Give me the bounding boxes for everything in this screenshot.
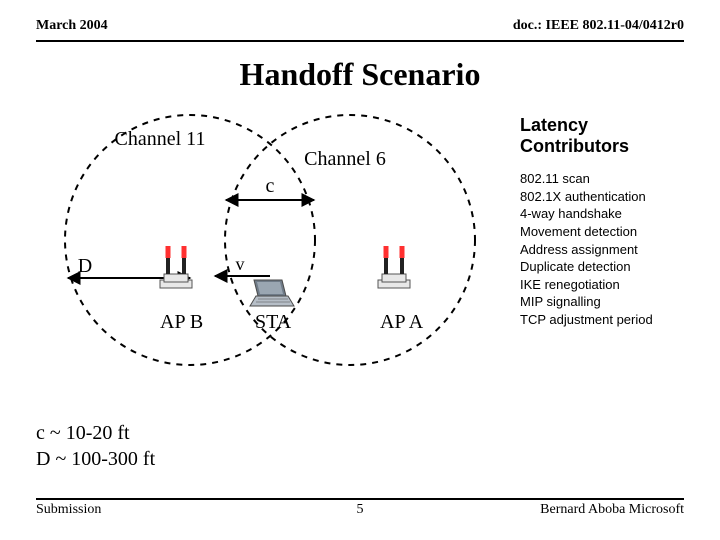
channel-label: Channel 6 [304,148,386,170]
ap-icon [160,246,192,288]
slide-footer: Submission 5 Bernard Aboba Microsoft [36,498,684,522]
slide-title: Handoff Scenario [0,56,720,93]
header-docid: doc.: IEEE 802.11-04/0412r0 [513,18,684,34]
latency-item: Duplicate detection [520,258,700,276]
legend-line: c ~ 10-20 ft [36,420,155,446]
velocity-label: v [236,254,245,274]
latency-item: 802.1X authentication [520,188,700,206]
latency-item: 4-way handshake [520,205,700,223]
latency-item: MIP signalling [520,293,700,311]
handoff-diagram: Channel 11 Channel 6 c Dv AP B AP A STA [50,100,490,420]
latency-list: 802.11 scan802.1X authentication4-way ha… [520,170,700,328]
legend-line: D ~ 100-300 ft [36,446,155,472]
channel-label: Channel 11 [115,128,206,150]
latency-item: IKE renegotiation [520,276,700,294]
slide-header: March 2004 doc.: IEEE 802.11-04/0412r0 [36,18,684,42]
ap-label: AP B [160,311,203,333]
sta-label: STA [255,311,292,333]
ap-label: AP A [380,311,424,333]
latency-item: Address assignment [520,241,700,259]
sta-icon [250,280,294,306]
right-panel: Latency Contributors 802.11 scan802.1X a… [520,115,700,328]
latency-subtitle: Latency Contributors [520,115,700,156]
dimension-label: c [266,175,275,197]
header-date: March 2004 [36,18,108,34]
footer-right: Bernard Aboba Microsoft [540,502,684,518]
latency-item: TCP adjustment period [520,311,700,329]
legend-block: c ~ 10-20 ftD ~ 100-300 ft [36,420,155,472]
latency-item: 802.11 scan [520,170,700,188]
dimension-label: D [78,255,92,277]
ap-icon [378,246,410,288]
latency-item: Movement detection [520,223,700,241]
